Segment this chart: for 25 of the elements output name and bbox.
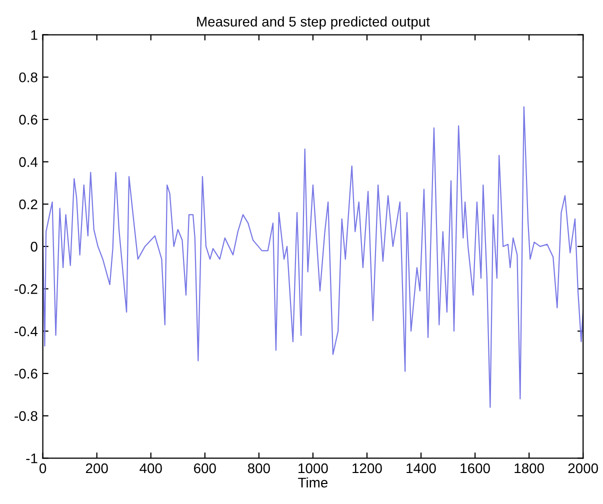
x-tick-label: 1400 (406, 463, 436, 474)
x-tick-label: 0 (39, 463, 46, 474)
x-tick-label: 400 (140, 463, 162, 474)
y-tick-label: 0.4 (19, 157, 38, 167)
y-tick-label: -1 (26, 454, 38, 464)
y-tick-label: -0.4 (14, 326, 38, 336)
y-tick-label: 0.8 (19, 72, 38, 82)
y-tick-label: 0.6 (19, 114, 38, 125)
x-tick-label: 1800 (514, 463, 544, 474)
y-tick-label: 0.2 (19, 199, 38, 210)
x-tick-label: 1600 (460, 463, 490, 474)
x-tick-label: 800 (248, 463, 270, 474)
y-tick-label: 1 (31, 30, 38, 40)
line-series (42, 106, 584, 408)
y-tick-label: -0.8 (14, 411, 38, 421)
x-axis-title: Time (298, 477, 328, 488)
x-tick-label: 600 (194, 463, 216, 474)
x-tick-label: 200 (86, 463, 108, 474)
x-tick-label: 1200 (352, 463, 382, 474)
x-tick-label: 2000 (568, 463, 598, 474)
y-tick-label: -0.2 (14, 284, 38, 294)
y-tick-label: -0.6 (14, 368, 38, 379)
chart-title: Measured and 5 step predicted output (197, 16, 430, 30)
x-tick-label: 1000 (298, 463, 328, 474)
y-tick-label: 0 (30, 242, 38, 252)
